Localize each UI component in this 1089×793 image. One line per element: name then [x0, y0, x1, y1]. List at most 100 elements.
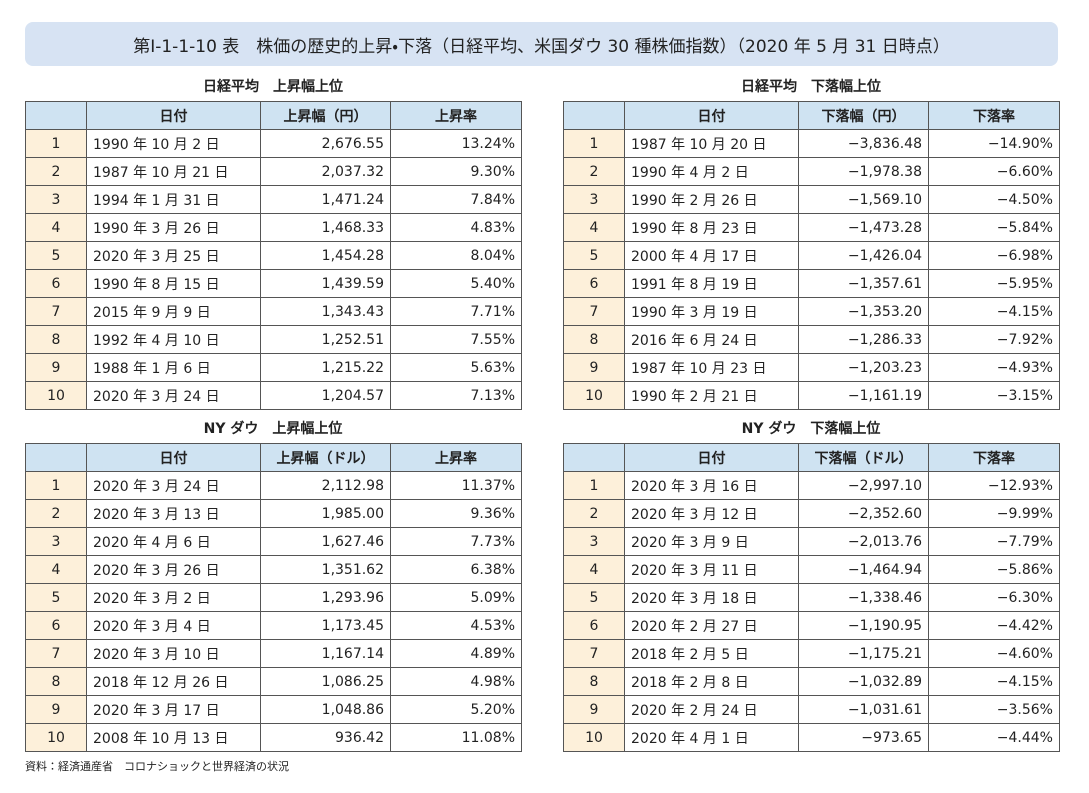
cell: 2020 年 3 月 10 日: [86, 639, 261, 668]
cell: 6: [25, 269, 87, 298]
cell: 1,471.24: [260, 185, 391, 214]
table-row: 7 1990 年 3 月 19 日 −1,353.20 −4.15%: [563, 297, 1060, 326]
cell: 2020 年 3 月 13 日: [86, 499, 261, 528]
cell: 5: [25, 241, 87, 270]
cell: 1,985.00: [260, 499, 391, 528]
table-row: 6 2020 年 3 月 4 日 1,173.45 4.53%: [25, 611, 522, 640]
cell: −1,569.10: [798, 185, 929, 214]
cell: 2020 年 4 月 1 日: [624, 723, 799, 752]
cell: 7.13%: [390, 381, 522, 410]
cell: 10: [25, 381, 87, 410]
cell: 1990 年 10 月 2 日: [86, 129, 261, 158]
table-row: 8 2018 年 12 月 26 日 1,086.25 4.98%: [25, 667, 522, 696]
cell: 2020 年 2 月 27 日: [624, 611, 799, 640]
table-row: 5 2020 年 3 月 2 日 1,293.96 5.09%: [25, 583, 522, 612]
cell: −973.65: [798, 723, 929, 752]
cell: 7: [25, 639, 87, 668]
cell: −1,338.46: [798, 583, 929, 612]
table-row: 10 2020 年 4 月 1 日 −973.65 −4.44%: [563, 723, 1060, 752]
cell: 1: [563, 129, 625, 158]
cell: −5.84%: [928, 213, 1060, 242]
cell: 1,252.51: [260, 325, 391, 354]
cell: 2020 年 3 月 11 日: [624, 555, 799, 584]
cell: 2020 年 3 月 2 日: [86, 583, 261, 612]
cell: 4: [25, 213, 87, 242]
cell: 1,468.33: [260, 213, 391, 242]
cell: 11.08%: [390, 723, 522, 752]
cell: 1,167.14: [260, 639, 391, 668]
header-cell: 下落幅（ドル）: [798, 443, 929, 472]
cell: 10: [25, 723, 87, 752]
cell: 1990 年 8 月 15 日: [86, 269, 261, 298]
table-row: 10 2020 年 3 月 24 日 1,204.57 7.13%: [25, 381, 522, 410]
cell: 1,627.46: [260, 527, 391, 556]
cell: −12.93%: [928, 471, 1060, 500]
header-cell: 上昇幅（円）: [260, 101, 391, 130]
cell: 9.30%: [390, 157, 522, 186]
data-table: 日付 下落幅（円） 下落率 1 1987 年 10 月 20 日 −3,836.48 −14…: [563, 101, 1060, 410]
table-caption: 日経平均 上昇幅上位: [203, 79, 343, 95]
cell: 3: [563, 527, 625, 556]
cell: 1,086.25: [260, 667, 391, 696]
header-cell: [563, 101, 625, 130]
table-row: 5 2020 年 3 月 25 日 1,454.28 8.04%: [25, 241, 522, 270]
cell: 2020 年 3 月 4 日: [86, 611, 261, 640]
cell: 2020 年 3 月 18 日: [624, 583, 799, 612]
cell: −6.30%: [928, 583, 1060, 612]
table-row: 4 2020 年 3 月 26 日 1,351.62 6.38%: [25, 555, 522, 584]
cell: 1: [563, 471, 625, 500]
table-row: 8 2016 年 6 月 24 日 −1,286.33 −7.92%: [563, 325, 1060, 354]
cell: −1,353.20: [798, 297, 929, 326]
cell: −1,190.95: [798, 611, 929, 640]
title: 第Ⅰ-1-1-10 表 株価の歴史的上昇・下落（日経平均、米国ダウ 30 種株価…: [25, 22, 1058, 66]
table-row: 2 2020 年 3 月 12 日 −2,352.60 −9.99%: [563, 499, 1060, 528]
cell: −5.86%: [928, 555, 1060, 584]
cell: 9: [25, 695, 87, 724]
table-row: 3 2020 年 3 月 9 日 −2,013.76 −7.79%: [563, 527, 1060, 556]
cell: 1994 年 1 月 31 日: [86, 185, 261, 214]
cell: −4.44%: [928, 723, 1060, 752]
cell: 1,215.22: [260, 353, 391, 382]
cell: 1990 年 2 月 21 日: [624, 381, 799, 410]
cell: 2020 年 3 月 24 日: [86, 381, 261, 410]
table-row: 6 1990 年 8 月 15 日 1,439.59 5.40%: [25, 269, 522, 298]
table-row: 6 2020 年 2 月 27 日 −1,190.95 −4.42%: [563, 611, 1060, 640]
cell: 2020 年 3 月 25 日: [86, 241, 261, 270]
cell: 1987 年 10 月 21 日: [86, 157, 261, 186]
header-row: 日付 上昇幅（円） 上昇率: [25, 101, 522, 130]
cell: 1987 年 10 月 20 日: [624, 129, 799, 158]
cell: 1990 年 8 月 23 日: [624, 213, 799, 242]
cell: 2020 年 3 月 12 日: [624, 499, 799, 528]
cell: 1,204.57: [260, 381, 391, 410]
cell: −2,997.10: [798, 471, 929, 500]
cell: −1,031.61: [798, 695, 929, 724]
header-row: 日付 上昇幅（ドル） 上昇率: [25, 443, 522, 472]
cell: −2,013.76: [798, 527, 929, 556]
table-row: 8 2018 年 2 月 8 日 −1,032.89 −4.15%: [563, 667, 1060, 696]
cell: 2: [563, 157, 625, 186]
cell: 2020 年 3 月 24 日: [86, 471, 261, 500]
cell: 10: [563, 723, 625, 752]
header-cell: 上昇率: [390, 443, 522, 472]
cell: 3: [25, 185, 87, 214]
cell: −7.92%: [928, 325, 1060, 354]
cell: 13.24%: [390, 129, 522, 158]
table-row: 4 1990 年 8 月 23 日 −1,473.28 −5.84%: [563, 213, 1060, 242]
header-cell: 下落率: [928, 443, 1060, 472]
table-row: 10 2008 年 10 月 13 日 936.42 11.08%: [25, 723, 522, 752]
cell: −9.99%: [928, 499, 1060, 528]
cell: −4.15%: [928, 297, 1060, 326]
table-row: 3 1990 年 2 月 26 日 −1,569.10 −4.50%: [563, 185, 1060, 214]
cell: 4.53%: [390, 611, 522, 640]
cell: 8: [563, 667, 625, 696]
cell: 1992 年 4 月 10 日: [86, 325, 261, 354]
cell: 2018 年 2 月 8 日: [624, 667, 799, 696]
table-row: 7 2015 年 9 月 9 日 1,343.43 7.71%: [25, 297, 522, 326]
cell: −1,161.19: [798, 381, 929, 410]
cell: 6: [563, 611, 625, 640]
cell: 1991 年 8 月 19 日: [624, 269, 799, 298]
cell: −1,473.28: [798, 213, 929, 242]
cell: 5: [563, 241, 625, 270]
header-cell: [563, 443, 625, 472]
table-row: 10 1990 年 2 月 21 日 −1,161.19 −3.15%: [563, 381, 1060, 410]
